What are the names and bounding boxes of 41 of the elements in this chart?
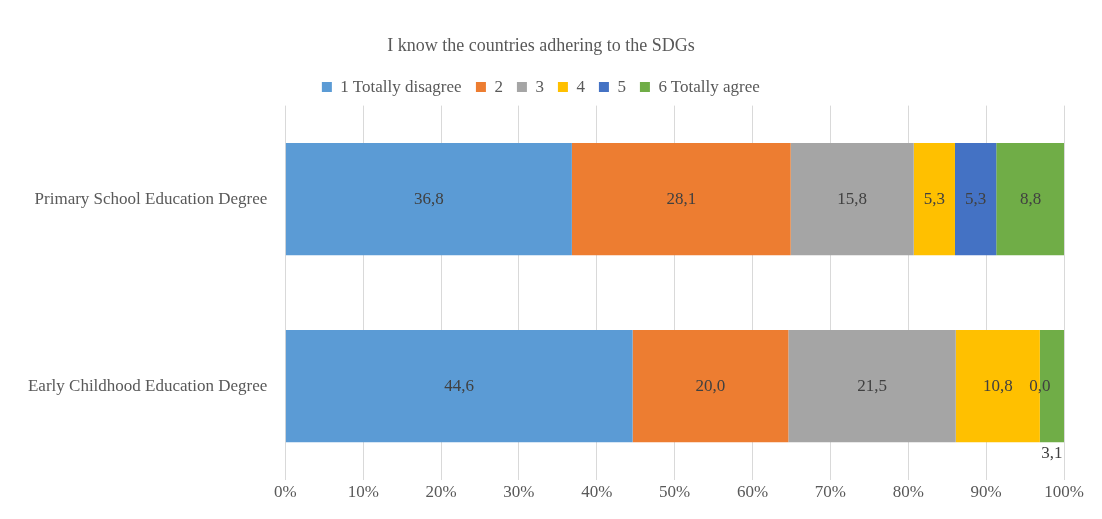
x-tick-label: 100% (1044, 482, 1084, 502)
data-label: 44,6 (444, 375, 475, 395)
data-label: 21,5 (857, 375, 887, 395)
x-tick-label: 30% (503, 482, 535, 502)
data-label: 8,8 (1019, 188, 1042, 208)
x-tick-label: 90% (970, 482, 1002, 502)
x-tick-label: 60% (736, 482, 769, 502)
x-tick-label: 80% (892, 482, 924, 502)
data-label: 5,3 (923, 188, 945, 208)
data-label: 28,1 (666, 188, 697, 208)
legend-label: 6 Totally agree (658, 76, 760, 96)
bar (571, 143, 791, 256)
data-label: 5,3 (965, 188, 987, 208)
bar (996, 143, 1064, 256)
data-label: 10,8 (982, 375, 1013, 395)
legend-label: 5 (617, 76, 626, 96)
x-tick-label: 10% (347, 482, 379, 502)
legend-label: 3 (535, 76, 544, 96)
chart-title: I know the countries adhering to the SDGs (387, 34, 695, 55)
data-label: 3,1 (1041, 443, 1063, 463)
bar (954, 143, 997, 256)
y-tick-label: Early Childhood Education Degree (27, 375, 268, 395)
data-label: 15,8 (837, 188, 868, 208)
bar (285, 330, 633, 443)
bar (790, 143, 914, 256)
x-tick-label: 20% (425, 482, 457, 502)
x-tick-label: 40% (581, 482, 613, 502)
x-tick-label: 50% (659, 482, 691, 502)
bar (632, 330, 789, 443)
legend-label: 4 (576, 76, 586, 96)
y-tick-label: Primary School Education Degree (34, 188, 268, 208)
bar (913, 143, 955, 256)
data-label: 36,8 (413, 188, 444, 208)
legend-label: 1 Totally disagree (340, 76, 462, 96)
data-label: 0,0 (1029, 375, 1051, 395)
x-tick-label: 0% (274, 482, 297, 502)
legend-label: 2 (494, 76, 503, 96)
data-label: 20,0 (695, 375, 726, 395)
bar (285, 143, 572, 256)
bar (788, 330, 956, 443)
x-tick-label: 70% (814, 482, 846, 502)
